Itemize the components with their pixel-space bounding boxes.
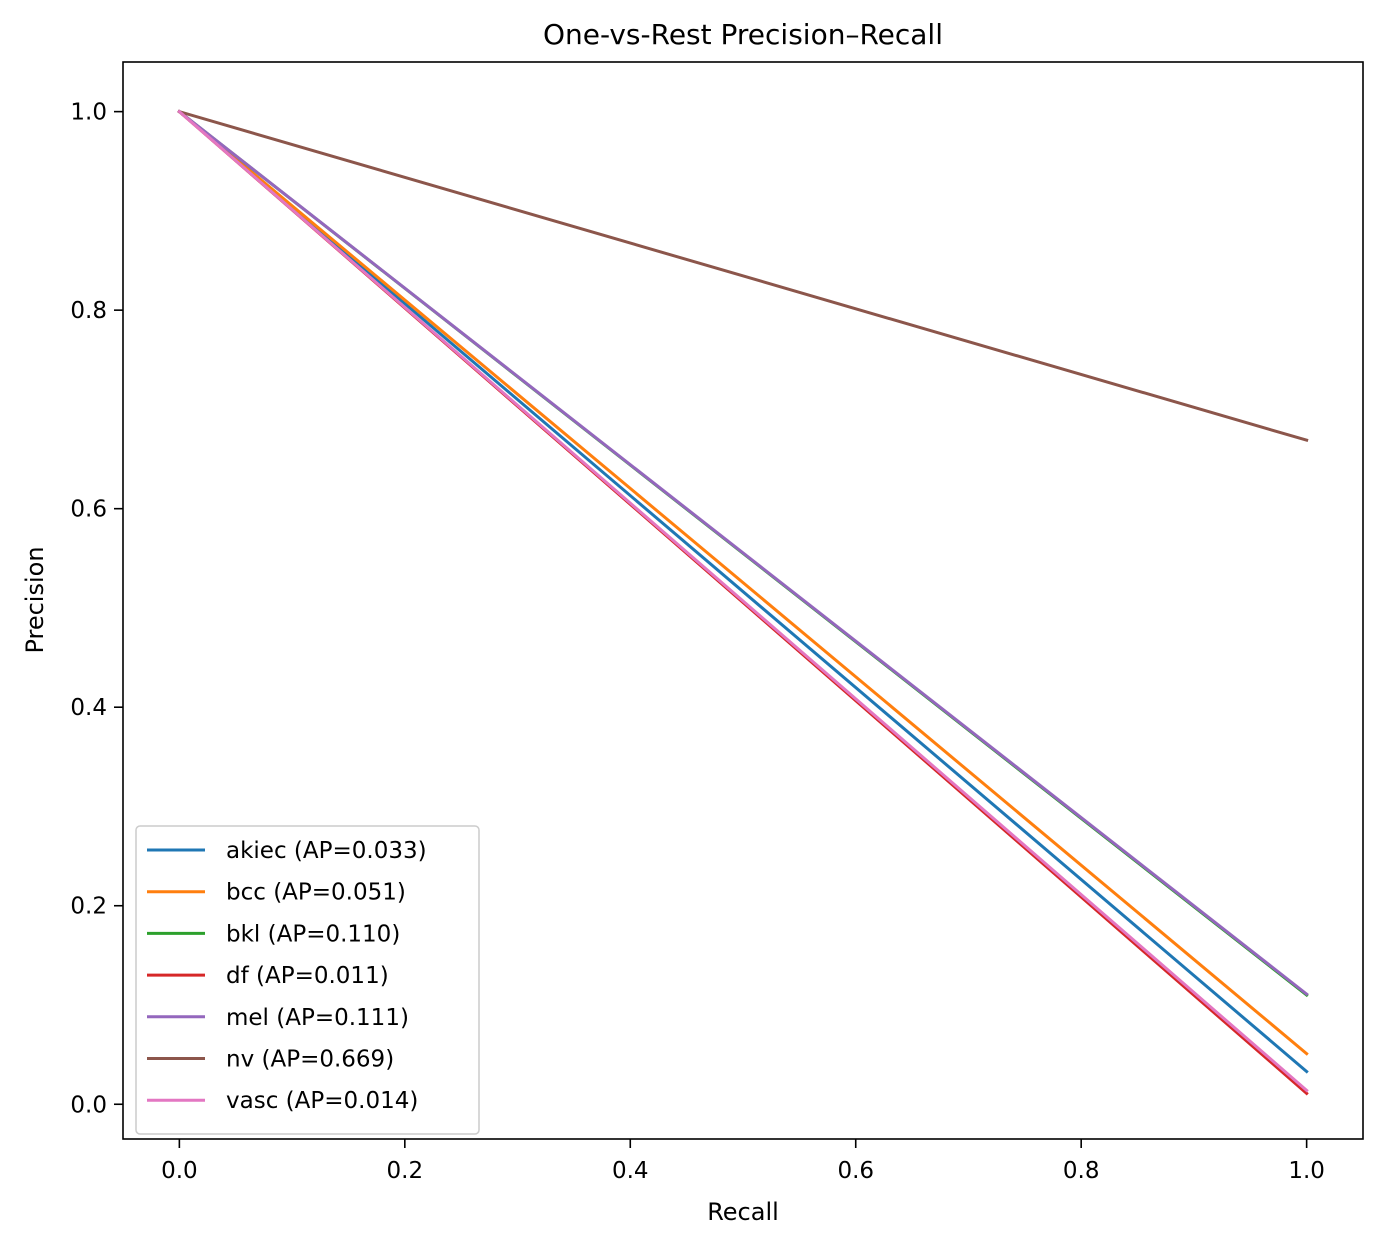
series-line-akiec — [177, 109, 1309, 1074]
legend-box — [135, 825, 480, 1135]
x-tick-label: 0.8 — [1063, 1158, 1100, 1184]
series-line-nv — [177, 109, 1309, 443]
y-axis-label: Precision — [21, 546, 49, 653]
x-axis-label: Recall — [707, 1198, 779, 1226]
legend-entry: bcc (AP=0.051) — [226, 880, 406, 906]
legend-entry: nv (AP=0.669) — [226, 1047, 394, 1073]
series-line-vasc — [177, 109, 1309, 1093]
x-tick-label: 0.2 — [387, 1158, 424, 1184]
legend-entry: akiec (AP=0.033) — [226, 838, 427, 864]
legend-entry: bkl (AP=0.110) — [226, 921, 400, 947]
x-tick-label: 1.0 — [1288, 1158, 1325, 1184]
y-tick-label: 1.0 — [70, 100, 107, 126]
plot-frame — [122, 61, 1364, 1140]
y-axis-ticks: 0.0 0.2 0.4 0.6 0.8 1.0 — [70, 100, 123, 1118]
x-tick-label: 0.4 — [612, 1158, 649, 1184]
chart-title: One-vs-Rest Precision–Recall — [543, 18, 943, 51]
x-axis-ticks: 0.0 0.2 0.4 0.6 0.8 1.0 — [161, 1139, 1325, 1184]
series-layer — [177, 109, 1309, 1096]
legend-entry: mel (AP=0.111) — [226, 1005, 409, 1031]
series-line-mel — [177, 109, 1309, 997]
y-tick-label: 0.8 — [70, 298, 107, 324]
y-tick-label: 0.2 — [70, 894, 107, 920]
y-tick-label: 0.0 — [70, 1092, 107, 1118]
y-tick-label: 0.6 — [70, 497, 107, 523]
x-tick-label: 0.6 — [837, 1158, 874, 1184]
legend: akiec (AP=0.033) bcc (AP=0.051) bkl (AP=0.… — [135, 825, 480, 1135]
legend-entry: vasc (AP=0.014) — [226, 1088, 418, 1114]
legend-entry: df (AP=0.011) — [226, 963, 389, 989]
x-tick-label: 0.0 — [161, 1158, 198, 1184]
y-tick-label: 0.4 — [70, 695, 107, 721]
series-line-bcc — [177, 109, 1309, 1056]
